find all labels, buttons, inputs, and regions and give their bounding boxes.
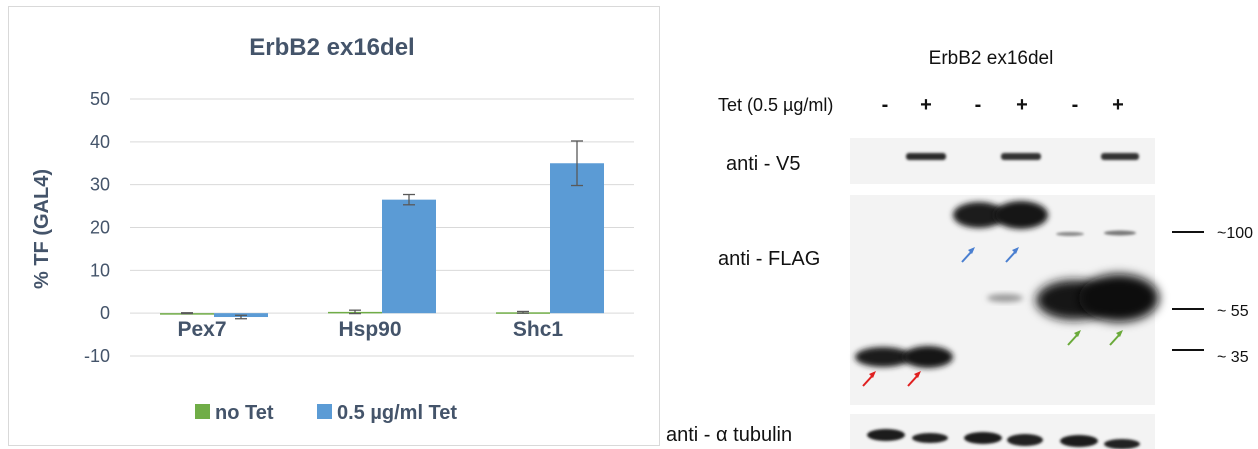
arrow-blue [1005, 250, 1017, 263]
legend-swatch [317, 404, 332, 419]
chart-title: ErbB2 ex16del [249, 34, 414, 61]
x-tick-label: Hsp90 [338, 318, 401, 341]
bar-chart: ErbB2 ex16del % TF (GAL4) -10 0 10 20 30 40 50… [31, 34, 634, 424]
band [994, 201, 1048, 229]
band [906, 153, 946, 160]
y-tick-label: 40 [90, 132, 110, 152]
y-tick-label: 30 [90, 175, 110, 195]
lane-sign: - [882, 94, 889, 116]
marker-35: ~ 35 [1217, 349, 1249, 366]
arrow-red-head [914, 371, 921, 378]
band [1056, 232, 1084, 236]
v5-bands [906, 153, 1139, 160]
x-tick-label: Shc1 [513, 318, 564, 341]
y-tick-label: 10 [90, 260, 110, 280]
lane-signs: - + - + - + [882, 94, 1124, 116]
western-blot-panel: ErbB2 ex16del Tet (0.5 µg/ml) - + - + - … [660, 0, 1258, 449]
band [1060, 435, 1098, 447]
band [953, 202, 1005, 228]
arrow-green-head [1074, 330, 1081, 337]
band [1007, 434, 1043, 446]
arrow-green [1109, 333, 1121, 346]
legend-swatch [195, 404, 210, 419]
legend: no Tet 0.5 µg/ml Tet [195, 402, 457, 424]
lane-sign: - [975, 94, 982, 116]
y-tick-label: 50 [90, 89, 110, 109]
legend-label: no Tet [215, 402, 274, 424]
band [1104, 439, 1140, 449]
treatment-label: Tet (0.5 µg/ml) [718, 95, 833, 115]
lane-sign: - [1072, 94, 1079, 116]
lane-sign: + [1112, 94, 1124, 116]
band [1104, 230, 1136, 236]
arrow-red [907, 374, 919, 387]
marker-55: ~ 55 [1217, 303, 1249, 320]
blot-strip-v5 [850, 138, 1155, 184]
y-tick-label: 0 [100, 303, 110, 323]
arrow-blue-head [968, 247, 975, 254]
band [1079, 274, 1159, 322]
band [855, 347, 911, 367]
band [912, 433, 948, 443]
marker-100: ~100 [1217, 225, 1253, 242]
y-axis-label: % TF (GAL4) [31, 169, 53, 289]
flag-bands [855, 201, 1159, 368]
band [1001, 153, 1041, 160]
bars [160, 140, 604, 320]
panel-label-tubulin: anti - α tubulin [666, 424, 792, 446]
blot-title: ErbB2 ex16del [929, 48, 1054, 69]
y-tick-labels: -10 0 10 20 30 40 50 [84, 89, 110, 366]
arrow-green-head [1116, 330, 1123, 337]
x-tick-labels: Pex7 Hsp90 Shc1 [177, 318, 563, 341]
arrow-red-head [869, 371, 876, 378]
panel-label-v5: anti - V5 [726, 153, 800, 175]
bar-hsp90-1 [382, 199, 436, 314]
band [987, 294, 1023, 302]
bar-chart-panel: ErbB2 ex16del % TF (GAL4) -10 0 10 20 30 40 50… [8, 6, 660, 446]
tubulin-bands [867, 429, 1140, 449]
arrow-blue-head [1012, 247, 1019, 254]
y-tick-label: 20 [90, 218, 110, 238]
band [903, 346, 953, 368]
band [1101, 153, 1139, 160]
y-tick-label: -10 [84, 346, 110, 366]
band [867, 429, 905, 441]
arrow-green [1067, 333, 1079, 346]
lane-sign: + [1016, 94, 1028, 116]
panel-label-flag: anti - FLAG [718, 248, 820, 270]
x-tick-label: Pex7 [177, 318, 226, 341]
size-markers: ~100 ~ 55 ~ 35 [1172, 225, 1253, 366]
arrow-red [862, 374, 874, 387]
western-blot: ErbB2 ex16del Tet (0.5 µg/ml) - + - + - … [666, 48, 1253, 449]
legend-label: 0.5 µg/ml Tet [337, 402, 457, 424]
band [964, 432, 1002, 444]
bar-shc1-1 [550, 163, 604, 314]
arrow-blue [961, 250, 973, 263]
arrows [862, 247, 1123, 387]
lane-sign: + [920, 94, 932, 116]
